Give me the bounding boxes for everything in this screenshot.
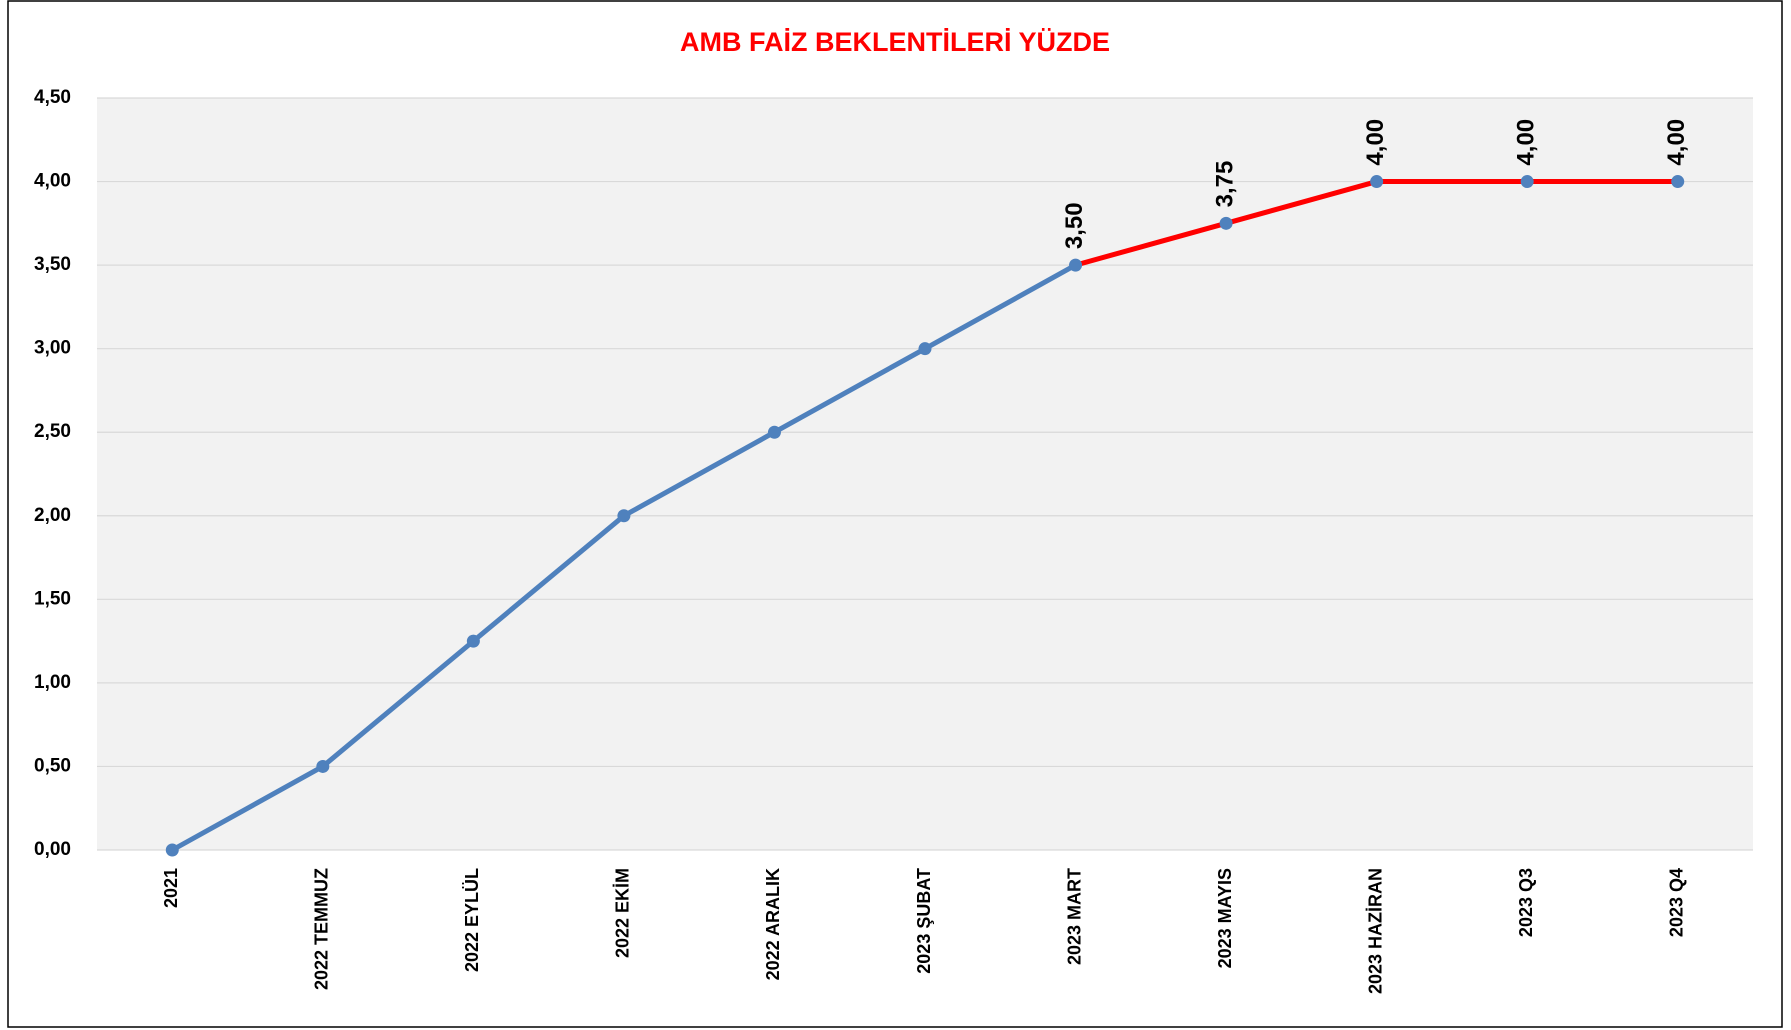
y-tick-label: 0,50 [34, 755, 71, 776]
point [466, 634, 480, 648]
x-tick-label: 2023 Q3 [1516, 868, 1536, 937]
x-tick-label: 2023 MAYIS [1215, 868, 1235, 968]
x-tick-label: 2022 ARALIK [763, 868, 783, 980]
y-tick-label: 0,00 [34, 839, 71, 860]
plot-area [97, 98, 1753, 850]
y-tick-label: 3,00 [34, 338, 71, 359]
chart-title: AMB FAİZ BEKLENTİLERİ YÜZDE [680, 27, 1110, 57]
y-tick-label: 2,50 [34, 421, 71, 442]
point [165, 843, 179, 857]
point [1219, 216, 1233, 230]
y-tick-label: 4,00 [34, 171, 71, 192]
point [767, 425, 781, 439]
point [918, 342, 932, 356]
point [1520, 175, 1534, 189]
x-tick-label: 2022 EYLÜL [462, 868, 482, 972]
y-tick-label: 2,00 [34, 505, 71, 526]
data-label: 3,50 [1061, 202, 1088, 249]
y-tick-label: 1,00 [34, 672, 71, 693]
y-tick-label: 1,50 [34, 588, 71, 609]
x-tick-label: 2022 TEMMUZ [312, 868, 332, 990]
data-label: 3,75 [1211, 161, 1238, 208]
point [1069, 258, 1083, 272]
point [1671, 175, 1685, 189]
data-label: 4,00 [1362, 119, 1389, 166]
x-tick-label: 2023 MART [1064, 868, 1084, 965]
x-tick-label: 2023 HAZİRAN [1365, 868, 1385, 994]
data-label: 4,00 [1663, 119, 1690, 166]
x-tick-label: 2023 Q4 [1666, 868, 1686, 937]
point [316, 759, 330, 773]
y-tick-label: 4,50 [34, 87, 71, 108]
x-tick-label: 2021 [161, 868, 181, 908]
y-tick-label: 3,50 [34, 254, 71, 275]
data-label: 4,00 [1513, 119, 1540, 166]
point [617, 509, 631, 523]
point [1370, 175, 1384, 189]
x-tick-label: 2022 EKİM [613, 868, 633, 958]
x-tick-label: 2023 ŞUBAT [914, 868, 934, 974]
